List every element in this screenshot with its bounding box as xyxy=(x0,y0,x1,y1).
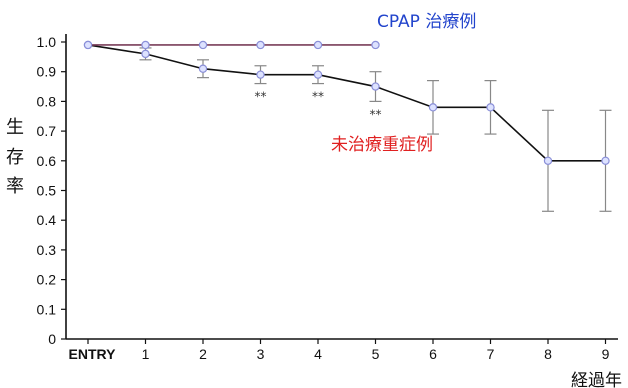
y-tick-label: 0.7 xyxy=(37,123,57,139)
x-tick-label: 2 xyxy=(199,346,207,362)
significance-annotation: ** xyxy=(312,90,324,104)
y-tick-label: 0 xyxy=(48,331,56,347)
data-point xyxy=(313,70,323,79)
data-point xyxy=(313,40,323,50)
x-tick-label: 3 xyxy=(257,346,265,362)
data-point xyxy=(543,156,553,165)
y-tick-label: 0.8 xyxy=(37,93,57,109)
y-axis-title-char: 生 xyxy=(6,117,24,138)
y-tick-label: 0.5 xyxy=(37,183,57,199)
series-label-cpap: CPAP 治療例 xyxy=(377,12,476,32)
data-point xyxy=(371,82,380,91)
significance-annotation: ** xyxy=(370,107,382,121)
data-point xyxy=(141,49,150,59)
series-label-untreated: 未治療重症例 xyxy=(331,135,433,155)
x-tick-label: 5 xyxy=(372,346,380,362)
x-tick-label: ENTRY xyxy=(69,346,117,362)
x-tick-label: 4 xyxy=(314,346,322,362)
y-axis-title-char: 率 xyxy=(6,176,24,197)
series-layer xyxy=(83,40,612,212)
x-tick-label: 8 xyxy=(544,346,552,362)
data-point xyxy=(198,40,208,50)
data-point xyxy=(486,103,495,112)
y-tick-label: 0.4 xyxy=(37,212,57,228)
data-point xyxy=(83,40,93,50)
data-point xyxy=(428,103,438,112)
significance-annotation: ** xyxy=(255,90,267,104)
series-line xyxy=(87,44,606,162)
axes: 0 0.1 0.2 0.3 0.4 0.5 0.6 0.7 0.8 0.9 1.0 ENTRY 1 2 3 4… xyxy=(37,34,618,362)
data-point xyxy=(198,64,208,73)
y-tick-label: 0.2 xyxy=(37,272,57,288)
data-point xyxy=(256,70,265,79)
y-tick-label: 0.3 xyxy=(37,242,57,258)
y-axis-title-char: 存 xyxy=(6,147,24,168)
x-tick-label: 1 xyxy=(142,346,150,362)
data-point xyxy=(256,40,265,50)
y-tick-label: 0.9 xyxy=(37,64,57,80)
y-axis-title: 生存率 xyxy=(6,117,24,197)
x-tick-label: 7 xyxy=(487,346,495,362)
data-point xyxy=(371,40,380,50)
y-tick-label: 0.6 xyxy=(37,153,57,169)
series-cpap xyxy=(83,40,380,50)
y-tick-label: 0.1 xyxy=(37,301,57,317)
x-tick-label: 9 xyxy=(602,346,610,362)
y-tick-label: 1.0 xyxy=(37,34,57,50)
x-tick-label: 6 xyxy=(429,346,437,362)
series-untreated xyxy=(83,40,612,212)
data-point xyxy=(141,40,150,50)
x-axis-title: 経過年 xyxy=(571,371,622,388)
data-point xyxy=(601,156,610,165)
